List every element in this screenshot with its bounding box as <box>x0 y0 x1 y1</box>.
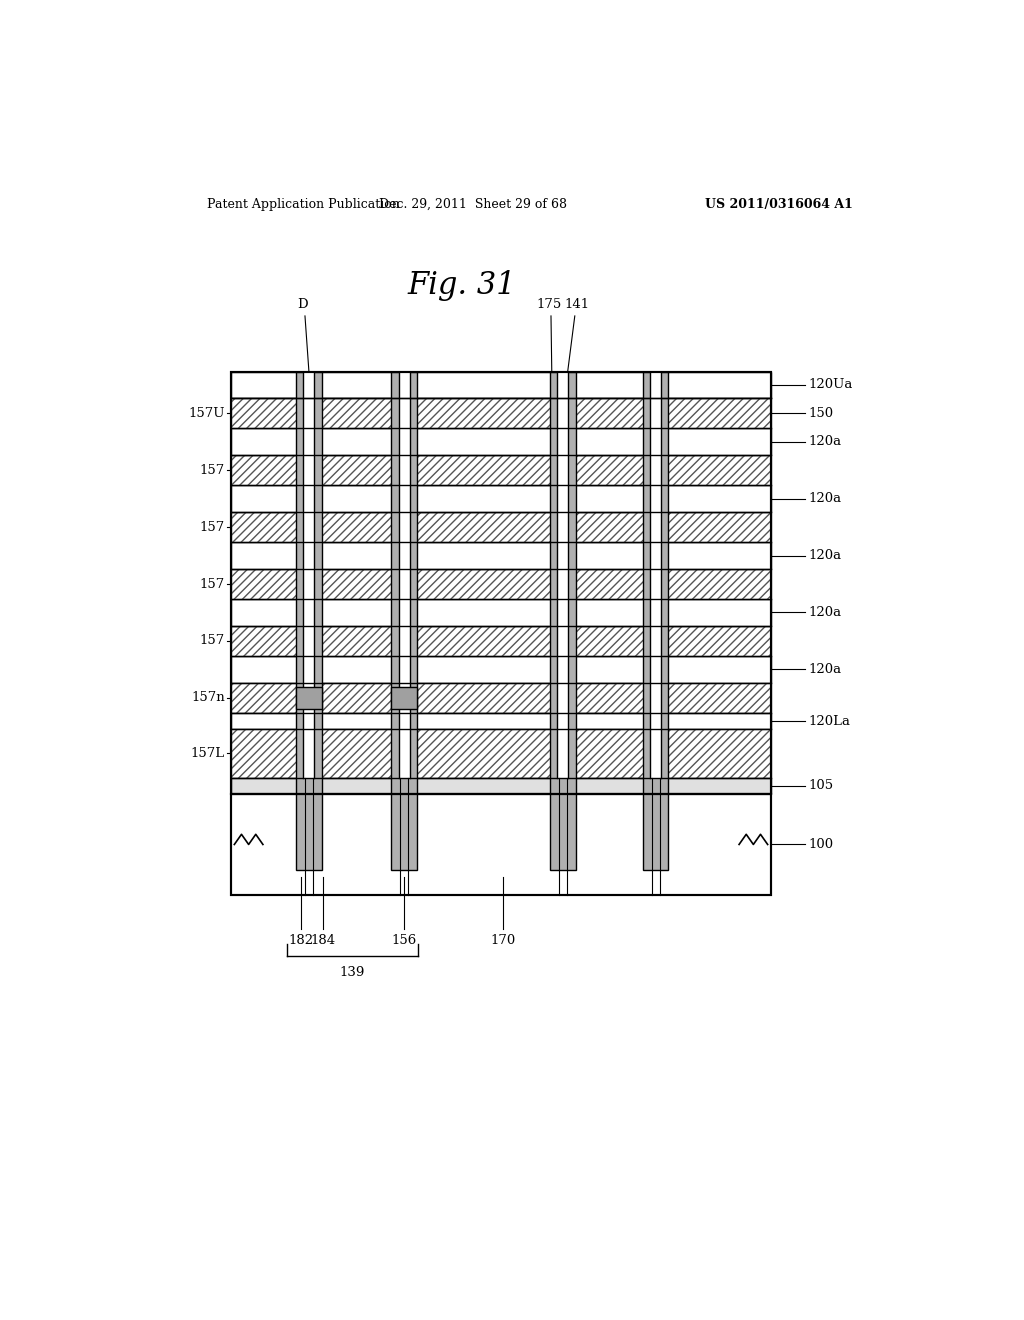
Bar <box>231 372 771 793</box>
Text: 157n: 157n <box>191 692 225 705</box>
Text: 157: 157 <box>200 520 225 533</box>
Bar <box>643 372 669 870</box>
Text: 120a: 120a <box>809 492 842 506</box>
Text: 156: 156 <box>391 935 417 946</box>
Bar <box>231 713 771 729</box>
Text: 182: 182 <box>289 935 313 946</box>
Bar <box>231 512 771 543</box>
Text: 170: 170 <box>490 935 516 946</box>
Bar <box>231 429 771 455</box>
Text: 184: 184 <box>310 935 336 946</box>
Text: Dec. 29, 2011  Sheet 29 of 68: Dec. 29, 2011 Sheet 29 of 68 <box>379 198 567 211</box>
Bar <box>231 455 771 486</box>
Bar <box>557 372 568 777</box>
Text: 157U: 157U <box>188 407 225 420</box>
Text: 120La: 120La <box>809 714 851 727</box>
Bar <box>231 793 771 895</box>
Bar <box>231 793 771 895</box>
Bar <box>231 682 771 713</box>
Bar <box>296 686 322 709</box>
Bar <box>231 399 771 429</box>
Bar <box>231 486 771 512</box>
Bar <box>391 372 417 870</box>
Text: 139: 139 <box>340 966 366 979</box>
Bar <box>231 372 771 793</box>
Bar <box>231 569 771 599</box>
Bar <box>231 656 771 682</box>
Text: Fig. 31: Fig. 31 <box>407 271 516 301</box>
Text: 157L: 157L <box>190 747 225 760</box>
Text: 120Ua: 120Ua <box>809 379 853 392</box>
Text: 150: 150 <box>809 407 834 420</box>
Text: 120a: 120a <box>809 663 842 676</box>
Text: Patent Application Publication: Patent Application Publication <box>207 198 400 211</box>
Text: 100: 100 <box>809 838 834 851</box>
Bar <box>296 372 322 870</box>
Text: 141: 141 <box>564 298 590 312</box>
Bar <box>231 543 771 569</box>
Text: D: D <box>297 298 308 312</box>
Text: 157: 157 <box>200 463 225 477</box>
Bar <box>231 729 771 777</box>
Text: 157: 157 <box>200 578 225 590</box>
Bar <box>391 686 417 709</box>
Bar <box>231 599 771 626</box>
Bar <box>303 372 314 777</box>
Bar <box>650 372 662 777</box>
Bar <box>550 372 575 870</box>
Bar <box>231 626 771 656</box>
Text: 157: 157 <box>200 635 225 647</box>
Text: 105: 105 <box>809 779 834 792</box>
Bar <box>231 777 771 793</box>
Bar <box>398 372 410 777</box>
Text: 120a: 120a <box>809 606 842 619</box>
Bar <box>231 372 771 399</box>
Text: US 2011/0316064 A1: US 2011/0316064 A1 <box>705 198 853 211</box>
Text: 120a: 120a <box>809 549 842 562</box>
Text: 120a: 120a <box>809 436 842 449</box>
Text: 175: 175 <box>536 298 561 312</box>
